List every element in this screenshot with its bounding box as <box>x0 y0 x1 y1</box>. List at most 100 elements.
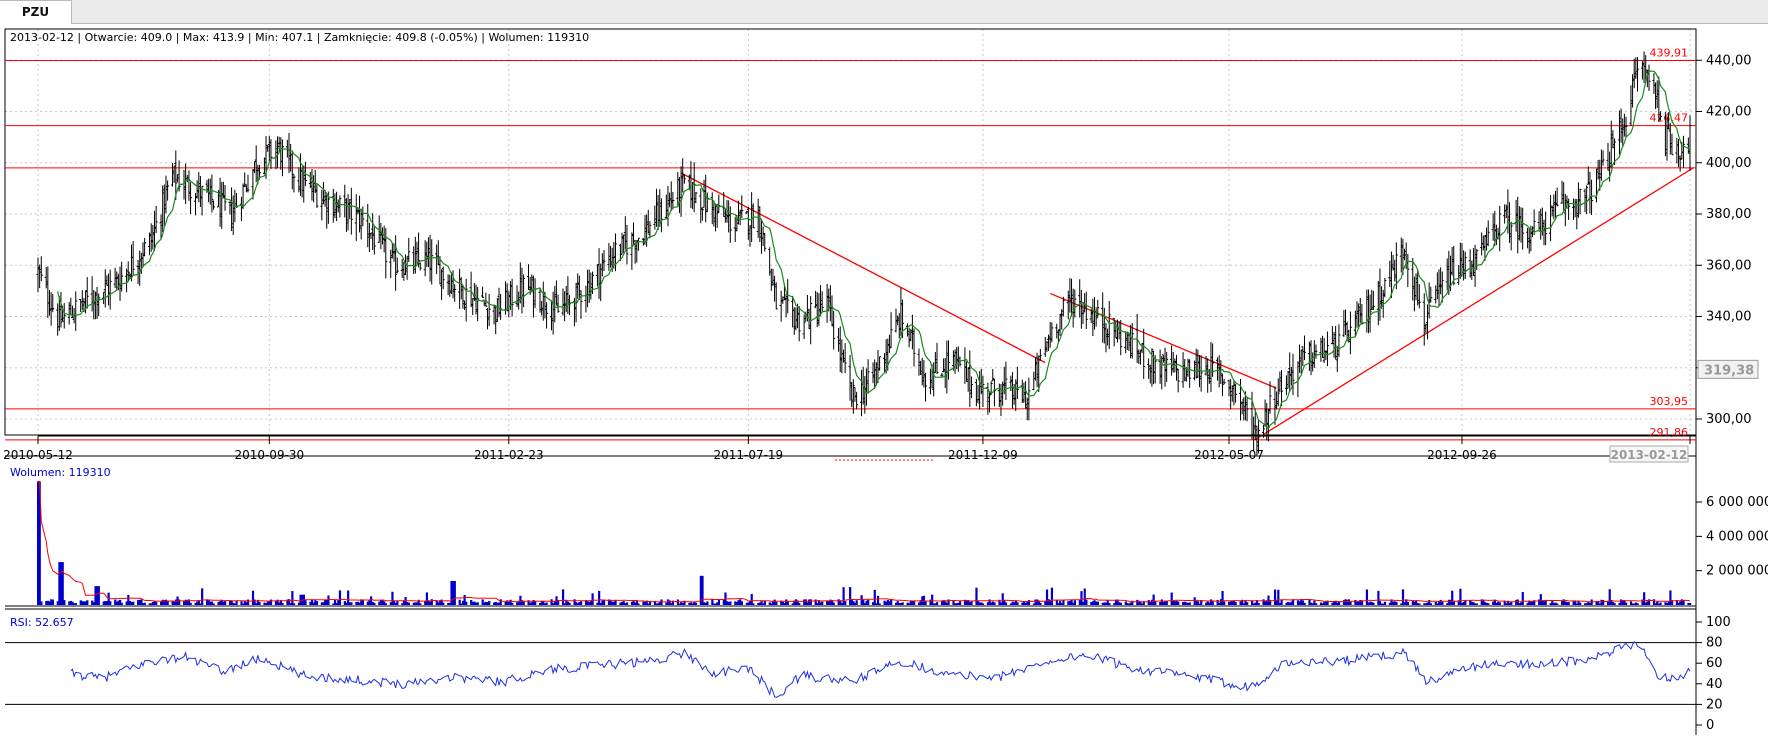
volume-bar <box>1182 601 1185 605</box>
volume-bar <box>276 599 279 605</box>
volume-bar <box>1275 600 1278 605</box>
volume-bar <box>1246 602 1249 605</box>
volume-bar <box>791 603 794 605</box>
volume-panel-label: Wolumen: 119310 <box>10 466 111 479</box>
volume-bar <box>81 601 84 605</box>
volume-bar <box>1193 597 1196 605</box>
volume-bar <box>1347 599 1350 605</box>
volume-bar <box>1659 602 1662 605</box>
volume-bar <box>437 602 440 605</box>
volume-bar <box>1229 601 1232 605</box>
volume-bar <box>1164 600 1167 605</box>
volume-bar <box>934 603 937 605</box>
volume-bar <box>1654 603 1657 605</box>
volume-bar <box>1319 602 1323 605</box>
volume-bar <box>263 602 266 605</box>
trendline[interactable] <box>1049 292 1277 389</box>
volume-bar <box>911 601 914 605</box>
trendlines[interactable] <box>680 167 1694 441</box>
volume-bar <box>642 601 645 605</box>
volume-bar <box>519 595 522 605</box>
volume-bar <box>645 600 648 605</box>
volume-bar <box>251 590 255 605</box>
volume-bar <box>1474 603 1477 605</box>
volume-bar <box>127 594 130 605</box>
volume-bar <box>309 601 312 605</box>
volume-bar <box>475 602 478 605</box>
volume-bar <box>1526 602 1529 605</box>
volume-bar <box>1574 600 1577 605</box>
volume-bar <box>1613 603 1616 605</box>
trendline[interactable] <box>680 172 1046 364</box>
volume-bar <box>1464 600 1467 605</box>
volume-bar <box>619 602 622 605</box>
volume-bar <box>1567 602 1570 605</box>
volume-bar <box>235 600 238 605</box>
volume-bar <box>1380 603 1383 605</box>
volume-bar <box>1175 600 1178 605</box>
volume-bar <box>1652 599 1656 605</box>
volume-bar <box>589 600 593 605</box>
volume-bar <box>292 603 296 605</box>
volume-bar <box>486 602 489 605</box>
volume-bar <box>233 603 237 605</box>
tab-pzu[interactable]: PZU <box>0 0 72 24</box>
volume-bar <box>1393 601 1396 605</box>
volume-bar <box>1680 599 1683 605</box>
volume-bar <box>266 601 269 605</box>
volume-bar <box>1162 602 1165 605</box>
volume-bar <box>460 603 463 605</box>
volume-bar <box>119 599 122 605</box>
volume-bar <box>220 599 223 605</box>
volume-bar <box>1129 602 1132 605</box>
volume-bar <box>1108 603 1111 605</box>
volume-bar <box>1009 603 1013 605</box>
volume-bar <box>1597 600 1600 605</box>
volume-bar <box>839 600 842 605</box>
volume-bar <box>1313 600 1316 605</box>
volume-bar <box>465 601 468 605</box>
volume-bar <box>550 599 553 605</box>
volume-bar <box>1392 601 1395 605</box>
volume-bar <box>1600 599 1603 605</box>
volume-bar <box>665 602 668 605</box>
volume-bar <box>268 600 271 605</box>
volume-bar <box>793 600 796 605</box>
volume-bar <box>1239 601 1242 605</box>
volume-bar <box>325 599 328 605</box>
volume-bar <box>557 599 560 605</box>
volume-bar <box>1057 603 1060 605</box>
volume-bar <box>1469 600 1472 605</box>
volume-bar <box>924 601 927 605</box>
volume-bar <box>647 603 650 605</box>
volume-bar <box>1641 599 1644 605</box>
volume-bar <box>862 599 865 605</box>
volume-bar <box>888 601 891 605</box>
volume-bar <box>704 602 707 605</box>
volume-bar <box>488 600 491 605</box>
volume-bar <box>853 602 857 605</box>
volume-bar <box>944 601 947 605</box>
volume-bar <box>1515 599 1518 605</box>
volume-bar <box>643 601 647 605</box>
volume-bar <box>1357 601 1360 605</box>
volume-bar <box>1232 600 1236 605</box>
volume-bar <box>256 599 260 605</box>
volume-bar <box>1205 602 1208 605</box>
volume-bar <box>1378 600 1382 605</box>
volume-bar <box>1528 600 1531 605</box>
volume-bar <box>274 600 278 605</box>
volume-bar <box>440 599 443 605</box>
volume-bar <box>125 601 128 605</box>
volume-bar <box>304 600 307 605</box>
info-open: 409.0 <box>140 31 173 44</box>
volume-bar <box>442 602 445 605</box>
volume-bar <box>1542 601 1546 605</box>
volume-bar <box>965 600 968 605</box>
volume-bar <box>224 601 227 605</box>
trendline[interactable] <box>1254 167 1694 441</box>
volume-bar <box>1595 601 1598 605</box>
volume-bar <box>347 590 350 605</box>
